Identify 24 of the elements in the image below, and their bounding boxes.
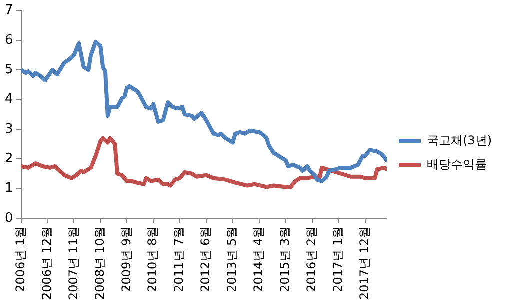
x-tick-label: 2010년 8월	[146, 226, 160, 292]
y-tick-label: 6	[4, 32, 14, 48]
legend-label: 배당수익률	[427, 158, 487, 172]
x-tick-label: 2006년 12월	[40, 226, 54, 300]
legend-label: 국고채(3년)	[427, 134, 492, 148]
x-tick-label: 2011년 7월	[172, 226, 186, 292]
x-tick-label: 2007년 11월	[66, 226, 80, 300]
x-tick-label: 2012년 6월	[198, 226, 213, 292]
y-tick-label: 7	[4, 3, 14, 18]
y-tick-label: 2	[4, 151, 14, 166]
x-tick-label: 2015년 3월	[278, 226, 292, 292]
x-tick-label: 2014년 4월	[252, 226, 266, 292]
y-tick-label: 5	[4, 62, 14, 78]
x-tick-label: 2008년 10월	[92, 226, 107, 300]
x-tick-label: 2017년 1월	[331, 226, 346, 292]
y-tick-label: 4	[4, 92, 14, 108]
x-tick-label: 2016년 2월	[304, 226, 319, 292]
x-tick-label: 2017년 12월	[357, 226, 372, 300]
x-tick-label: 2009년 9월	[119, 226, 134, 292]
x-tick-label: 2006년 1월	[13, 226, 28, 292]
y-tick-label: 0	[4, 210, 14, 226]
x-tick-label: 2013년 5월	[225, 226, 240, 292]
y-tick-label: 3	[4, 122, 14, 137]
y-tick-label: 1	[4, 181, 14, 196]
